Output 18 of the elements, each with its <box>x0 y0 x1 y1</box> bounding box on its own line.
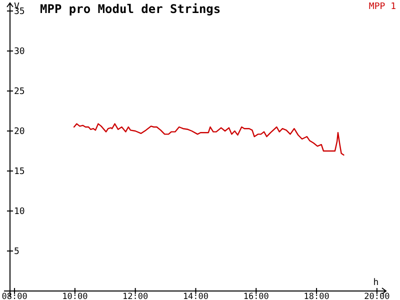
text: MPP 1 <box>368 2 396 12</box>
y-tick-label: 20 <box>14 127 25 138</box>
y-tick-label: 5 <box>14 247 20 258</box>
chart-title: MPP pro Modul der Strings <box>40 2 221 16</box>
x-tick-label: 12:00 <box>122 292 148 300</box>
x-tick-label: 08:00 <box>2 292 28 300</box>
y-tick-label: 30 <box>14 47 25 58</box>
line-series <box>73 123 344 156</box>
x-tick-label: 14:00 <box>182 292 209 300</box>
y-tick-label: 10 <box>14 207 25 218</box>
y-tick-label: 35 <box>14 7 25 18</box>
y-tick-label: 15 <box>14 167 25 178</box>
x-axis-title: h <box>373 278 379 288</box>
x-tick-label: 18:00 <box>304 292 330 300</box>
x-tick-label: 16:00 <box>243 292 269 300</box>
y-tick-label: 25 <box>14 87 25 98</box>
x-tick-label: 10:00 <box>62 292 88 300</box>
x-tick-label: 20:00 <box>364 292 390 300</box>
